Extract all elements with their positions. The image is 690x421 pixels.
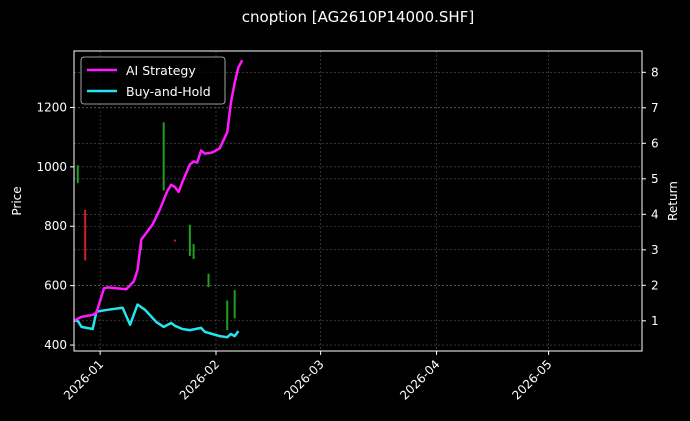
series-lines	[73, 59, 244, 339]
y-right-tick-label: 6	[651, 136, 659, 150]
plot-frame	[73, 50, 643, 352]
chart-title: cnoption [AG2610P14000.SHF]	[242, 8, 474, 26]
y-axis-right-ticks: 1 2 3 4 5 6 7 8	[642, 65, 659, 328]
y-left-tick-label: 400	[44, 338, 67, 352]
candle	[207, 273, 210, 288]
legend-label-ai-strategy: AI Strategy	[126, 63, 196, 78]
candle	[188, 224, 191, 256]
y-axis-right-label: Return	[666, 181, 680, 221]
y-right-tick-label: 5	[651, 172, 659, 186]
series-line-buy-and-hold	[74, 303, 240, 339]
y-axis-left-ticks: 400 600 800 1000 1200	[36, 100, 74, 352]
candle	[173, 239, 176, 242]
y-left-tick-label: 800	[44, 219, 67, 233]
y-left-tick-label: 1200	[36, 100, 67, 114]
candle	[226, 300, 229, 331]
y-right-tick-label: 3	[651, 243, 659, 257]
legend-label-buy-and-hold: Buy-and-Hold	[126, 84, 211, 99]
y-right-tick-label: 1	[651, 314, 659, 328]
y-right-tick-label: 4	[651, 207, 659, 221]
series-line-ai-strategy	[73, 59, 244, 322]
y-axis-left-label: Price	[10, 186, 24, 215]
candle	[233, 290, 236, 319]
candle	[162, 122, 165, 191]
candle	[192, 244, 195, 259]
candle	[76, 165, 79, 184]
y-right-tick-label: 2	[651, 278, 659, 292]
y-left-tick-label: 1000	[36, 160, 67, 174]
y-right-tick-label: 7	[651, 101, 659, 115]
legend: AI Strategy Buy-and-Hold	[80, 56, 226, 105]
y-left-tick-label: 600	[44, 279, 67, 293]
y-right-tick-label: 8	[651, 65, 659, 79]
candle	[84, 209, 87, 261]
